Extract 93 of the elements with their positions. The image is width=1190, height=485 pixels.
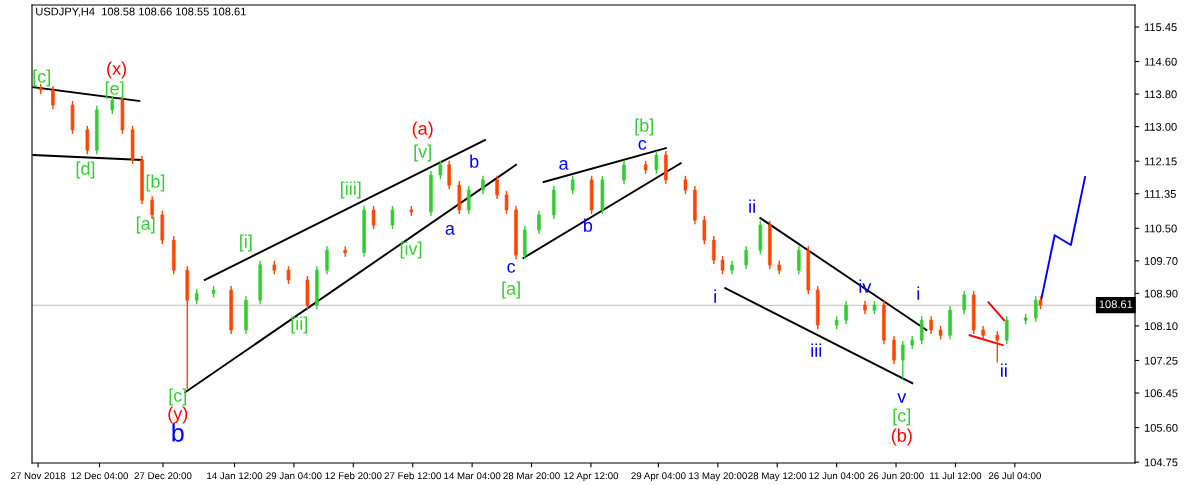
candlestick: [466, 185, 471, 215]
candlestick: [51, 85, 55, 110]
y-tick-label: 105.60: [1144, 423, 1178, 432]
x-tick-label: 11 Jul 12:00: [930, 472, 982, 480]
y-tick-label: 111.35: [1144, 190, 1176, 198]
annotation: b: [584, 218, 593, 232]
y-tick-label: 113.00: [1144, 122, 1177, 131]
x-tick-label: 12 Apr 12:00: [564, 472, 619, 482]
annotation: [c]: [33, 69, 50, 87]
candlestick: [390, 205, 395, 230]
candlestick: [654, 150, 659, 175]
y-tick-label: 113.80: [1144, 90, 1177, 99]
x-tick-label: 29 Jan 04:00: [266, 472, 322, 480]
y-tick-label: 108.90: [1144, 289, 1178, 298]
candlestick: [570, 175, 575, 195]
annotation: (y): [168, 406, 188, 424]
annotation: [b]: [635, 118, 653, 136]
x-tick-label: 27 Dec 20:00: [134, 472, 192, 480]
candlestick: [1034, 295, 1038, 323]
y-tick-label: 108.10: [1144, 322, 1178, 331]
y-tick-label: 110.50: [1144, 224, 1177, 233]
annotation: b: [470, 154, 479, 168]
x-tick-label: 14 Mar 04:00: [444, 472, 501, 480]
candlestick: [504, 190, 509, 215]
annotation: c: [507, 262, 516, 273]
annotation: c: [638, 139, 647, 150]
candlestick: [371, 205, 376, 230]
annotation: a: [559, 159, 569, 170]
annotation: [v]: [414, 144, 431, 162]
ref-line-label: 108.61: [1099, 300, 1133, 309]
candlestick: [744, 245, 748, 270]
x-tick-label: 12 Dec 04:00: [71, 472, 129, 480]
candlestick: [797, 245, 801, 275]
candlestick: [844, 300, 848, 325]
x-tick-label: 13 May 20:00: [689, 472, 747, 482]
annotation: ii: [1001, 363, 1007, 377]
annotation: i: [917, 286, 920, 300]
annotation: iii: [811, 343, 822, 357]
x-tick-label: 12 Jun 04:00: [809, 472, 865, 480]
candlestick: [901, 340, 905, 380]
candlestick: [712, 235, 716, 265]
candlestick: [85, 125, 90, 155]
candlestick: [537, 210, 541, 235]
annotation: [iii]: [341, 181, 361, 199]
annotation: [c]: [893, 408, 911, 426]
annotation: [e]: [105, 81, 124, 99]
candlestick: [683, 175, 688, 195]
annotation: [a]: [136, 216, 155, 234]
annotation: [a]: [502, 281, 520, 299]
annotation: [ii]: [291, 316, 307, 334]
annotation: [c]: [169, 388, 187, 406]
candlestick: [622, 160, 626, 185]
x-tick-label: 28 May 12:00: [748, 472, 807, 482]
y-tick-label: 112.15: [1144, 157, 1177, 166]
annotation: (b): [891, 428, 912, 446]
y-tick-label: 109.70: [1144, 257, 1178, 265]
y-tick-label: 106.45: [1144, 389, 1178, 398]
y-tick-label: 114.60: [1144, 57, 1177, 66]
x-tick-label: 29 Apr 04:00: [631, 472, 686, 482]
candlestick: [325, 245, 329, 275]
annotation: (a): [412, 121, 433, 139]
candlestick: [995, 330, 1000, 364]
candlestick: [481, 175, 485, 195]
candlestick: [919, 315, 924, 345]
chart-title: USDJPY,H4 108.58 108.66 108.55 108.61: [36, 7, 246, 17]
annotation: i: [714, 289, 716, 303]
annotation: [b]: [146, 174, 165, 192]
candlestick: [702, 215, 707, 245]
annotation: [d]: [76, 161, 95, 179]
annotation: b: [172, 423, 184, 442]
annotation: a: [445, 224, 455, 235]
candlestick: [962, 290, 966, 315]
x-tick-label: 26 Jun 20:00: [868, 472, 924, 480]
annotation: [i]: [240, 234, 252, 252]
candlestick: [438, 160, 443, 180]
annotation: (x): [107, 61, 126, 79]
x-tick-label: 12 Feb 20:00: [325, 472, 382, 480]
candlestick: [447, 160, 451, 190]
candlestick: [1004, 315, 1009, 345]
y-tick-label: 104.75: [1144, 458, 1178, 467]
annotation: ii: [749, 199, 755, 213]
candlestick: [892, 335, 896, 365]
x-tick-label: 28 Mar 20:00: [503, 472, 560, 480]
candlestick: [495, 175, 499, 200]
candlestick: [720, 255, 725, 275]
annotation: v: [897, 393, 907, 403]
y-tick-label: 107.25: [1144, 356, 1178, 365]
x-tick-label: 27 Nov 2018: [11, 472, 66, 480]
x-tick-label: 26 Jul 04:00: [988, 472, 1041, 480]
annotation: [iv]: [400, 241, 422, 259]
x-tick-label: 27 Feb 12:00: [384, 472, 441, 480]
x-tick-label: 14 Jan 12:00: [207, 472, 263, 480]
y-tick-label: 115.45: [1144, 23, 1177, 32]
